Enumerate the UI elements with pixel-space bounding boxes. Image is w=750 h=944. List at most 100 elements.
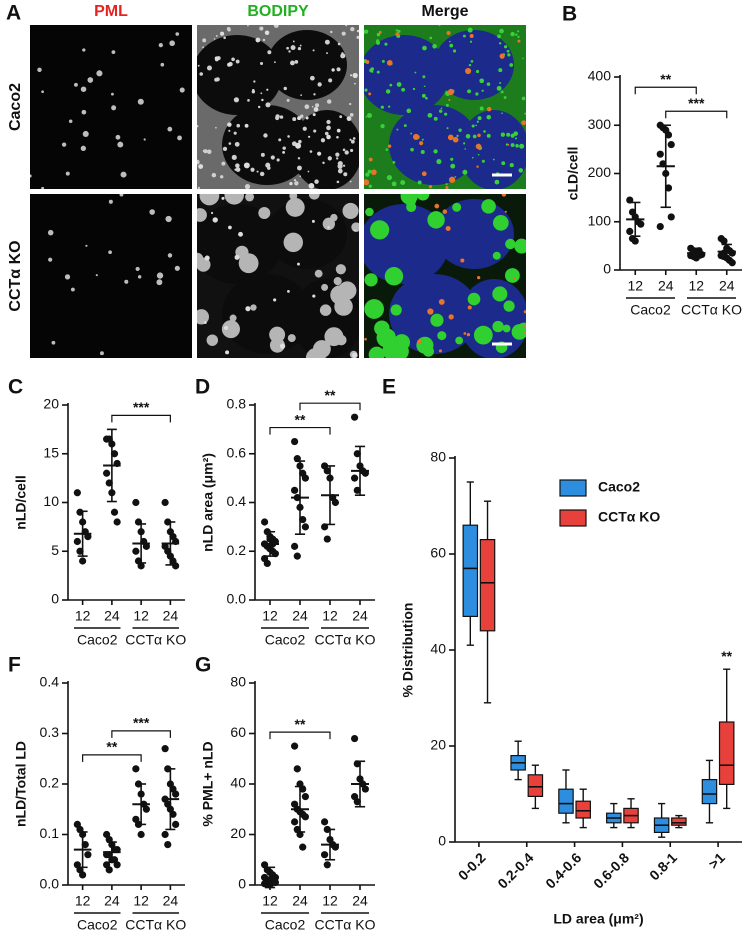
- droplet: [335, 264, 346, 275]
- droplet: [202, 149, 206, 153]
- y-tick-label: 80: [230, 674, 246, 690]
- droplet: [279, 115, 284, 119]
- significance-bracket: [269, 426, 331, 435]
- droplet: [515, 33, 518, 36]
- droplet: [300, 94, 303, 96]
- droplet: [229, 314, 237, 322]
- micrograph: [197, 25, 359, 189]
- nucleus: [222, 274, 312, 354]
- droplet: [421, 93, 426, 98]
- droplet: [321, 283, 329, 291]
- droplet: [197, 309, 209, 325]
- y-tick-label: 0.2: [40, 775, 60, 791]
- droplet: [297, 47, 302, 51]
- droplet: [326, 99, 332, 104]
- droplet: [492, 215, 509, 231]
- x-tick-label: 24: [658, 278, 674, 294]
- pml-dot: [463, 332, 467, 335]
- pml-dot: [255, 37, 261, 43]
- significance-bracket: [111, 414, 171, 423]
- pml-dot: [295, 142, 302, 149]
- pml-dot: [447, 134, 454, 141]
- droplet: [282, 146, 286, 150]
- data-point: [137, 830, 145, 839]
- pml-dot: [419, 141, 424, 146]
- droplet: [287, 135, 290, 138]
- pml-dot: [522, 324, 525, 328]
- y-tick-label: 100: [588, 212, 612, 228]
- droplet: [314, 179, 319, 184]
- group-label: CCTα KO: [315, 632, 376, 648]
- column-header: Merge: [421, 3, 468, 20]
- pml-dot: [308, 135, 311, 138]
- box: [575, 800, 591, 819]
- pml-dot: [421, 171, 427, 177]
- data-point: [161, 745, 169, 753]
- pml-dot: [137, 98, 144, 105]
- droplet: [294, 60, 299, 64]
- droplet: [350, 148, 354, 152]
- data-point: [626, 227, 634, 235]
- data-point: [353, 486, 361, 494]
- pml-dot: [82, 130, 89, 137]
- pml-dot: [297, 262, 300, 266]
- significance-label: **: [295, 716, 306, 732]
- droplet: [486, 114, 492, 120]
- data-point: [103, 469, 111, 477]
- nucleus: [389, 274, 479, 354]
- pml-dot: [521, 120, 526, 126]
- pml-dot: [469, 33, 474, 38]
- data-point: [79, 557, 87, 565]
- droplet: [313, 129, 317, 133]
- droplet: [449, 43, 454, 48]
- droplet: [326, 125, 331, 131]
- x-tick-label: 24: [104, 608, 120, 624]
- droplet: [308, 194, 320, 200]
- pml-dot: [225, 350, 230, 355]
- y-tick-label: 0.2: [227, 542, 247, 558]
- pml-dot: [82, 48, 86, 52]
- image-bg: [30, 25, 192, 189]
- pml-dot: [120, 171, 127, 178]
- image-bg: [30, 194, 192, 358]
- data-point: [161, 830, 169, 839]
- pml-dot: [117, 141, 124, 148]
- data-point: [169, 810, 177, 818]
- droplet: [310, 75, 315, 81]
- droplet: [400, 180, 406, 186]
- droplet: [327, 156, 332, 161]
- pml-dot: [477, 133, 481, 138]
- pml-dot: [68, 119, 73, 124]
- data-point: [84, 533, 92, 541]
- droplet: [324, 131, 329, 136]
- droplet: [509, 63, 514, 67]
- pml-dot: [312, 113, 316, 117]
- droplet: [330, 30, 333, 34]
- droplet: [390, 342, 409, 358]
- droplet: [286, 46, 290, 50]
- droplet: [283, 86, 287, 91]
- x-tick-label: 12: [75, 608, 91, 624]
- column-header: BODIPY: [247, 3, 309, 20]
- group-label: Caco2: [77, 917, 118, 933]
- legend-swatch: [559, 509, 587, 527]
- droplet: [389, 83, 393, 87]
- droplet: [473, 325, 493, 345]
- droplet: [498, 42, 502, 45]
- x-tick-label: 0.4-0.6: [542, 849, 584, 891]
- droplet: [365, 116, 368, 118]
- droplet: [215, 126, 217, 129]
- pml-dot: [179, 87, 185, 93]
- pml-dot: [37, 67, 42, 73]
- droplet: [465, 133, 471, 139]
- droplet: [326, 52, 328, 54]
- droplet: [304, 104, 310, 110]
- droplet: [467, 292, 481, 306]
- droplet: [228, 129, 231, 132]
- droplet: [416, 194, 430, 201]
- row-header: CCTα KO: [7, 240, 24, 311]
- droplet: [514, 137, 518, 140]
- pml-dot: [442, 209, 448, 214]
- pml-dot: [308, 183, 315, 189]
